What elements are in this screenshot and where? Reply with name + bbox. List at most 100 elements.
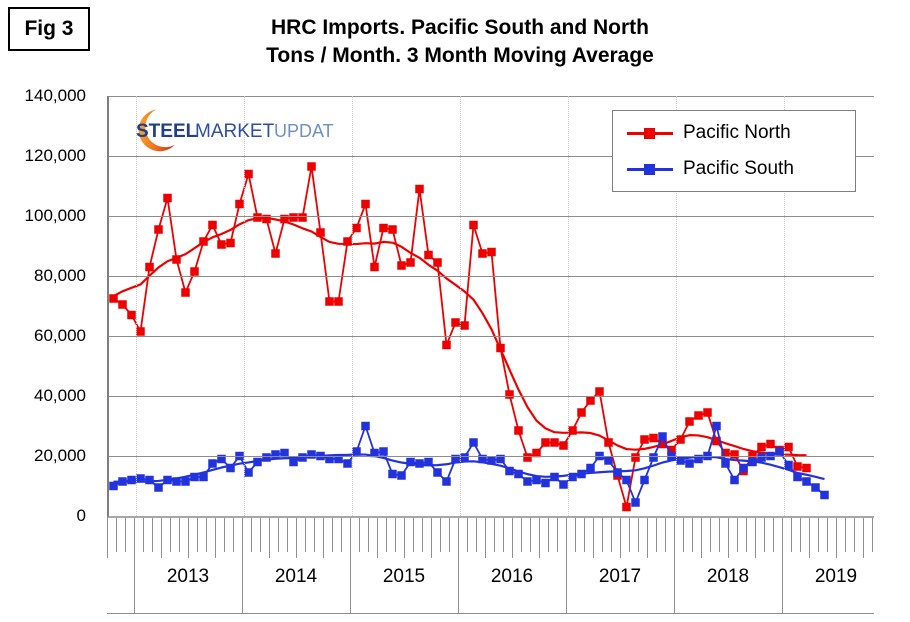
year-gridline bbox=[244, 96, 245, 516]
data-point-marker bbox=[649, 433, 658, 443]
data-point-marker bbox=[559, 441, 568, 450]
y-axis-tick-label: 40,000 bbox=[34, 386, 86, 405]
series-pacific-south bbox=[109, 421, 829, 507]
data-point-marker bbox=[460, 321, 469, 330]
x-axis-month-tick bbox=[629, 518, 630, 552]
x-axis-month-tick bbox=[683, 518, 684, 552]
x-axis-month-tick bbox=[584, 518, 585, 552]
data-point-marker bbox=[136, 474, 145, 483]
data-point-marker bbox=[199, 237, 208, 246]
x-axis-month-tick bbox=[656, 518, 657, 552]
x-axis-month-tick bbox=[170, 518, 171, 552]
data-point-marker bbox=[163, 475, 172, 485]
data-point-marker bbox=[604, 456, 613, 465]
data-point-marker bbox=[622, 475, 631, 485]
data-point-marker bbox=[694, 454, 703, 464]
data-point-marker bbox=[784, 442, 793, 452]
x-axis-month-tick bbox=[800, 518, 801, 552]
data-point-marker bbox=[550, 472, 559, 482]
data-point-marker bbox=[793, 472, 802, 482]
data-point-marker bbox=[262, 453, 271, 462]
x-axis-month-tick bbox=[494, 518, 495, 552]
y-axis-tick-label: 0 bbox=[76, 506, 86, 525]
data-point-marker bbox=[343, 237, 352, 246]
data-point-marker bbox=[478, 249, 487, 258]
data-point-marker bbox=[280, 214, 289, 224]
data-point-marker bbox=[334, 454, 343, 464]
data-point-marker bbox=[739, 463, 748, 473]
year-gridline bbox=[676, 96, 677, 516]
data-point-marker bbox=[757, 442, 766, 452]
gridline bbox=[109, 336, 874, 337]
data-point-marker bbox=[334, 297, 343, 306]
data-point-marker bbox=[226, 238, 235, 248]
x-axis-month-tick bbox=[746, 518, 747, 552]
x-axis-month-tick bbox=[818, 518, 819, 552]
x-axis-month-tick bbox=[548, 518, 549, 552]
logo-svg: STEEL MARKET UPDATE bbox=[136, 109, 334, 152]
data-point-marker bbox=[532, 448, 541, 458]
data-point-marker bbox=[226, 463, 235, 473]
x-axis-month-tick bbox=[179, 518, 180, 552]
data-point-marker bbox=[307, 162, 316, 171]
data-point-marker bbox=[271, 249, 280, 258]
year-gridline bbox=[784, 96, 785, 516]
data-point-marker bbox=[802, 463, 811, 473]
x-axis-month-tick bbox=[215, 518, 216, 558]
x-axis-month-tick bbox=[431, 518, 432, 558]
x-axis-month-tick bbox=[467, 518, 468, 552]
data-point-marker bbox=[370, 448, 379, 458]
data-point-marker bbox=[343, 459, 352, 468]
x-axis-month-tick bbox=[827, 518, 828, 552]
data-point-marker bbox=[514, 426, 523, 435]
data-point-marker bbox=[118, 477, 127, 486]
data-point-marker bbox=[208, 220, 217, 230]
x-axis-month-tick bbox=[278, 518, 279, 552]
x-axis-month-tick bbox=[710, 518, 711, 552]
legend-item-pacific-south[interactable]: Pacific South bbox=[627, 155, 794, 183]
x-axis-month-tick bbox=[332, 518, 333, 552]
legend-swatch-pacific-south bbox=[627, 162, 673, 176]
x-axis-month-tick bbox=[845, 518, 846, 552]
data-point-marker bbox=[460, 453, 469, 462]
data-point-marker bbox=[127, 310, 136, 320]
year-separator bbox=[350, 518, 351, 614]
data-point-marker bbox=[550, 438, 559, 447]
gridline bbox=[109, 96, 874, 97]
data-point-marker bbox=[820, 490, 829, 500]
data-point-marker bbox=[370, 262, 379, 272]
data-point-marker bbox=[703, 408, 712, 417]
data-point-marker bbox=[505, 466, 514, 476]
x-axis-month-tick bbox=[251, 518, 252, 552]
data-point-marker bbox=[190, 267, 199, 276]
data-point-marker bbox=[622, 502, 631, 512]
data-point-marker bbox=[730, 450, 739, 459]
plot-area bbox=[107, 96, 874, 518]
data-point-marker bbox=[145, 475, 154, 485]
y-axis-tick-label: 100,000 bbox=[24, 206, 86, 225]
data-point-marker bbox=[712, 421, 721, 431]
x-axis-month-tick bbox=[224, 518, 225, 552]
x-axis-year-label: 2014 bbox=[274, 566, 318, 587]
data-point-marker bbox=[172, 255, 181, 264]
x-axis-month-tick bbox=[359, 518, 360, 552]
data-point-marker bbox=[559, 480, 568, 489]
x-axis-month-tick bbox=[125, 518, 126, 552]
data-point-marker bbox=[415, 184, 424, 194]
x-axis-month-tick bbox=[557, 518, 558, 552]
data-point-marker bbox=[379, 447, 388, 456]
data-point-marker bbox=[415, 459, 424, 468]
x-axis-month-tick bbox=[341, 518, 342, 552]
data-point-marker bbox=[478, 454, 487, 464]
gridline bbox=[109, 216, 874, 217]
data-point-marker bbox=[289, 213, 298, 222]
legend-item-pacific-north[interactable]: Pacific North bbox=[627, 119, 791, 147]
x-axis-month-tick bbox=[386, 518, 387, 552]
data-point-marker bbox=[667, 445, 676, 455]
x-axis-month-tick bbox=[323, 518, 324, 558]
data-point-marker bbox=[109, 294, 118, 303]
x-axis-month-tick bbox=[206, 518, 207, 552]
x-axis-month-tick bbox=[395, 518, 396, 552]
data-point-marker bbox=[325, 297, 334, 306]
